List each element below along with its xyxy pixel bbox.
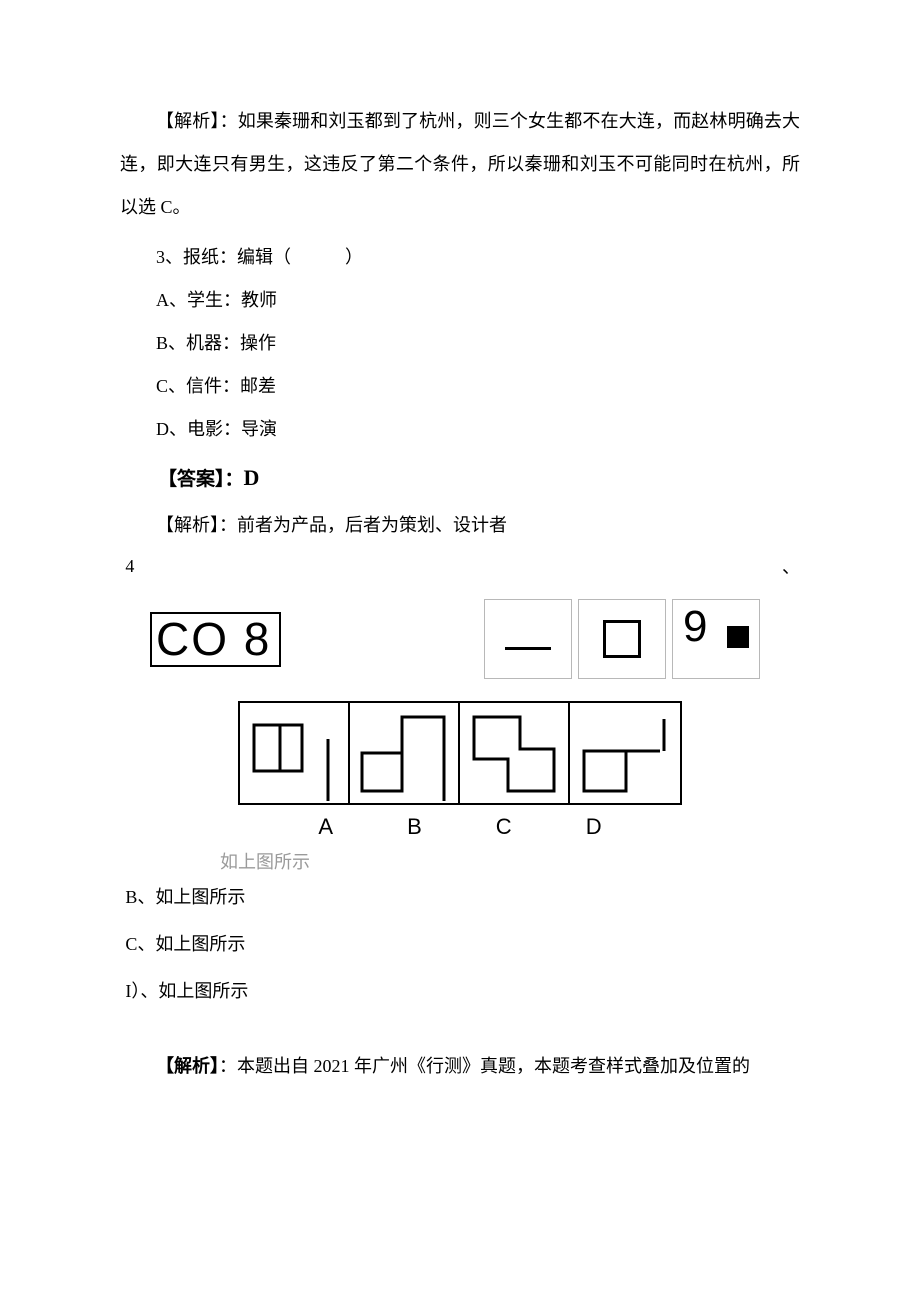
three-cells: 9 — [484, 599, 760, 679]
explanation-1: 【解析】：如果秦珊和刘玉都到了杭州，则三个女生都不在大连，而赵林明确去大连，即大… — [120, 100, 800, 230]
q3-option-d: D、电影：导演 — [156, 408, 800, 451]
opt2-c: C、如上图所示 — [125, 921, 800, 968]
fig-cell-d — [570, 703, 680, 803]
cell-square — [578, 599, 666, 679]
figure-labels: A B C D — [120, 814, 800, 840]
answer-label: 【答案】： — [158, 469, 244, 490]
figure-frame — [238, 701, 682, 805]
shape-d-icon — [570, 703, 680, 803]
cell-line — [484, 599, 572, 679]
nine-glyph: 9 — [683, 602, 707, 652]
square-glyph — [603, 620, 641, 658]
answer-value: D — [244, 465, 260, 490]
label-b: B — [407, 814, 422, 840]
fig-cell-c — [460, 703, 570, 803]
shape-b-icon — [350, 703, 460, 803]
shape-a-icon — [240, 703, 350, 803]
q4-row: 4 、 — [120, 553, 800, 579]
opt2-d: I）、如上图所示 — [125, 968, 800, 1015]
opt2-b: B、如上图所示 — [125, 874, 800, 921]
q3-stem: 3、报纸：编辑（ ） — [156, 236, 800, 279]
label-c: C — [496, 814, 512, 840]
caption-gray: 如上图所示 — [220, 848, 800, 874]
fig-cell-a — [240, 703, 350, 803]
explanation-3-rest: ：本题出自 2021 年广州《行测》真题，本题考查样式叠加及位置的 — [219, 1056, 750, 1076]
label-a: A — [318, 814, 333, 840]
explanation-3: 【解析】：本题出自 2021 年广州《行测》真题，本题考查样式叠加及位置的 — [120, 1045, 800, 1088]
q3-option-c: C、信件：邮差 — [156, 365, 800, 408]
q3-option-a: A、学生：教师 — [156, 279, 800, 322]
figure-abcd: A B C D — [120, 701, 800, 840]
label-d: D — [586, 814, 602, 840]
figure-row-1: CO 8 9 — [120, 599, 800, 679]
co8-box: CO 8 — [150, 612, 281, 667]
cell-nine: 9 — [672, 599, 760, 679]
answer-line: 【答案】：D — [158, 452, 800, 505]
explanation-3-prefix: 【解析】 — [156, 1056, 219, 1076]
fig-cell-b — [350, 703, 460, 803]
line-glyph — [505, 647, 551, 650]
explanation-2: 【解析】：前者为产品，后者为策划、设计者 — [120, 504, 800, 547]
shape-c-icon — [460, 703, 570, 803]
q3-option-b: B、机器：操作 — [156, 322, 800, 365]
q4-number: 4 — [125, 556, 134, 577]
q4-comma: 、 — [782, 553, 800, 579]
black-square-icon — [727, 626, 749, 648]
